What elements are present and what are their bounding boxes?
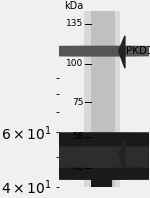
Polygon shape [119, 139, 125, 171]
Text: kDa: kDa [64, 1, 83, 11]
Text: 46: 46 [72, 163, 83, 172]
Text: 135: 135 [66, 19, 83, 28]
FancyBboxPatch shape [1, 146, 150, 168]
FancyBboxPatch shape [46, 46, 150, 57]
Text: PKD1: PKD1 [126, 46, 150, 56]
Polygon shape [119, 36, 125, 68]
Bar [84, 11, 120, 187]
Text: IgG: IgG [126, 149, 144, 159]
FancyBboxPatch shape [0, 132, 150, 180]
Bar [91, 11, 115, 187]
Text: 58: 58 [72, 132, 83, 141]
Bar [91, 172, 112, 187]
Text: 75: 75 [72, 98, 83, 107]
Text: 100: 100 [66, 59, 83, 68]
